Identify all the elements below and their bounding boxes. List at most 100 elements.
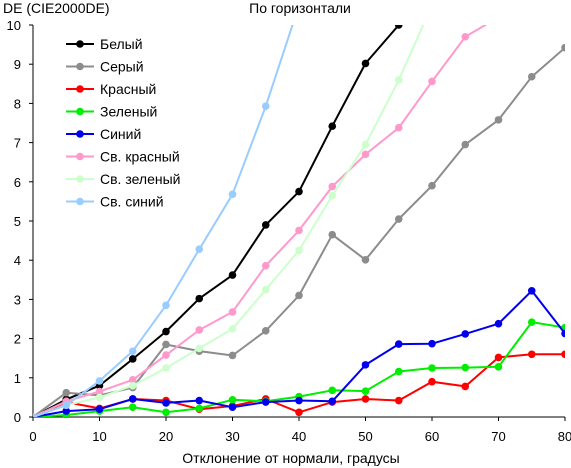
data-point — [195, 404, 204, 413]
legend-label: Белый — [100, 36, 143, 52]
y-tick-label: 9 — [14, 57, 21, 72]
data-point — [162, 351, 170, 359]
data-point — [361, 150, 370, 159]
data-point — [128, 395, 137, 403]
legend-marker — [76, 197, 84, 206]
data-point — [195, 245, 204, 254]
x-tick-label: 30 — [225, 429, 239, 444]
data-point — [261, 285, 270, 294]
data-point — [228, 308, 237, 316]
data-point — [295, 187, 303, 196]
y-tick-label: 6 — [14, 175, 21, 190]
data-point — [495, 13, 503, 21]
data-point — [228, 395, 237, 404]
data-point — [62, 401, 71, 410]
data-point — [295, 291, 303, 300]
data-point — [195, 326, 204, 334]
data-point — [228, 403, 237, 412]
data-point — [461, 32, 470, 41]
data-point — [527, 286, 536, 295]
x-tick-label: 70 — [491, 429, 505, 444]
y-tick-label: 3 — [14, 292, 21, 307]
data-point — [494, 353, 503, 362]
data-point — [261, 398, 270, 406]
data-point — [361, 256, 370, 264]
series-6 — [33, 13, 503, 417]
series-8 — [33, 25, 294, 417]
data-point — [95, 387, 104, 396]
x-tick-label: 0 — [29, 429, 36, 444]
data-point — [428, 339, 436, 348]
data-point — [62, 388, 71, 397]
chart-title: По горизонтали — [249, 0, 351, 16]
data-point — [394, 76, 403, 84]
legend-marker — [76, 85, 84, 93]
legend-marker — [76, 62, 84, 71]
data-point — [33, 413, 37, 417]
data-point — [527, 318, 536, 326]
legend-marker — [76, 40, 84, 48]
legend-item: Синий — [66, 126, 141, 142]
legend-marker — [76, 107, 84, 116]
data-point — [328, 230, 337, 239]
legend-item: Св. синий — [66, 194, 164, 210]
series-line — [33, 25, 400, 417]
legend-marker — [76, 130, 84, 138]
data-point — [461, 140, 470, 149]
x-axis-label: Отклонение от нормали, градусы — [182, 450, 399, 466]
data-point — [527, 350, 536, 359]
data-point — [228, 351, 237, 360]
legend-item: Красный — [66, 81, 156, 97]
data-point — [195, 344, 204, 353]
data-point — [162, 327, 170, 336]
data-point — [328, 122, 337, 130]
data-point — [95, 405, 104, 413]
data-point — [428, 364, 436, 372]
data-point — [95, 393, 104, 402]
x-tick-label: 50 — [358, 429, 372, 444]
data-point — [561, 329, 565, 338]
data-point — [394, 340, 403, 348]
data-point — [95, 377, 104, 385]
data-point — [394, 123, 403, 132]
legend-label: Зеленый — [100, 104, 157, 120]
legend-item: Зеленый — [66, 104, 157, 120]
series-line — [33, 353, 565, 417]
data-point — [295, 396, 303, 405]
data-point — [128, 403, 137, 412]
data-point — [195, 294, 204, 303]
legend-label: Св. красный — [100, 149, 180, 165]
legend-marker — [76, 175, 84, 183]
data-point — [461, 330, 470, 338]
y-tick-label: 10 — [7, 18, 21, 33]
data-point — [394, 396, 403, 405]
data-point — [261, 261, 270, 270]
data-point — [428, 377, 436, 386]
data-point — [228, 271, 237, 279]
data-point — [62, 407, 71, 415]
data-point — [261, 102, 270, 110]
data-point — [295, 226, 303, 235]
x-tick-label: 20 — [159, 429, 173, 444]
legend-item: Серый — [66, 59, 144, 75]
y-tick-label: 4 — [14, 253, 21, 268]
data-point — [428, 2, 436, 10]
x-tick-label: 60 — [425, 429, 439, 444]
data-point — [162, 340, 170, 349]
data-point — [461, 363, 470, 372]
y-tick-label: 0 — [14, 410, 21, 425]
series-5 — [33, 286, 565, 417]
data-point — [261, 221, 270, 229]
data-point — [328, 386, 337, 395]
legend-label: Св. синий — [100, 194, 164, 210]
data-point — [328, 397, 337, 406]
x-tick-label: 40 — [292, 429, 306, 444]
series-line — [33, 25, 488, 417]
data-point — [494, 363, 503, 371]
data-point — [428, 181, 436, 190]
data-point — [394, 215, 403, 223]
data-point — [128, 347, 137, 355]
x-tick-label: 80 — [558, 429, 571, 444]
data-point — [195, 396, 204, 405]
